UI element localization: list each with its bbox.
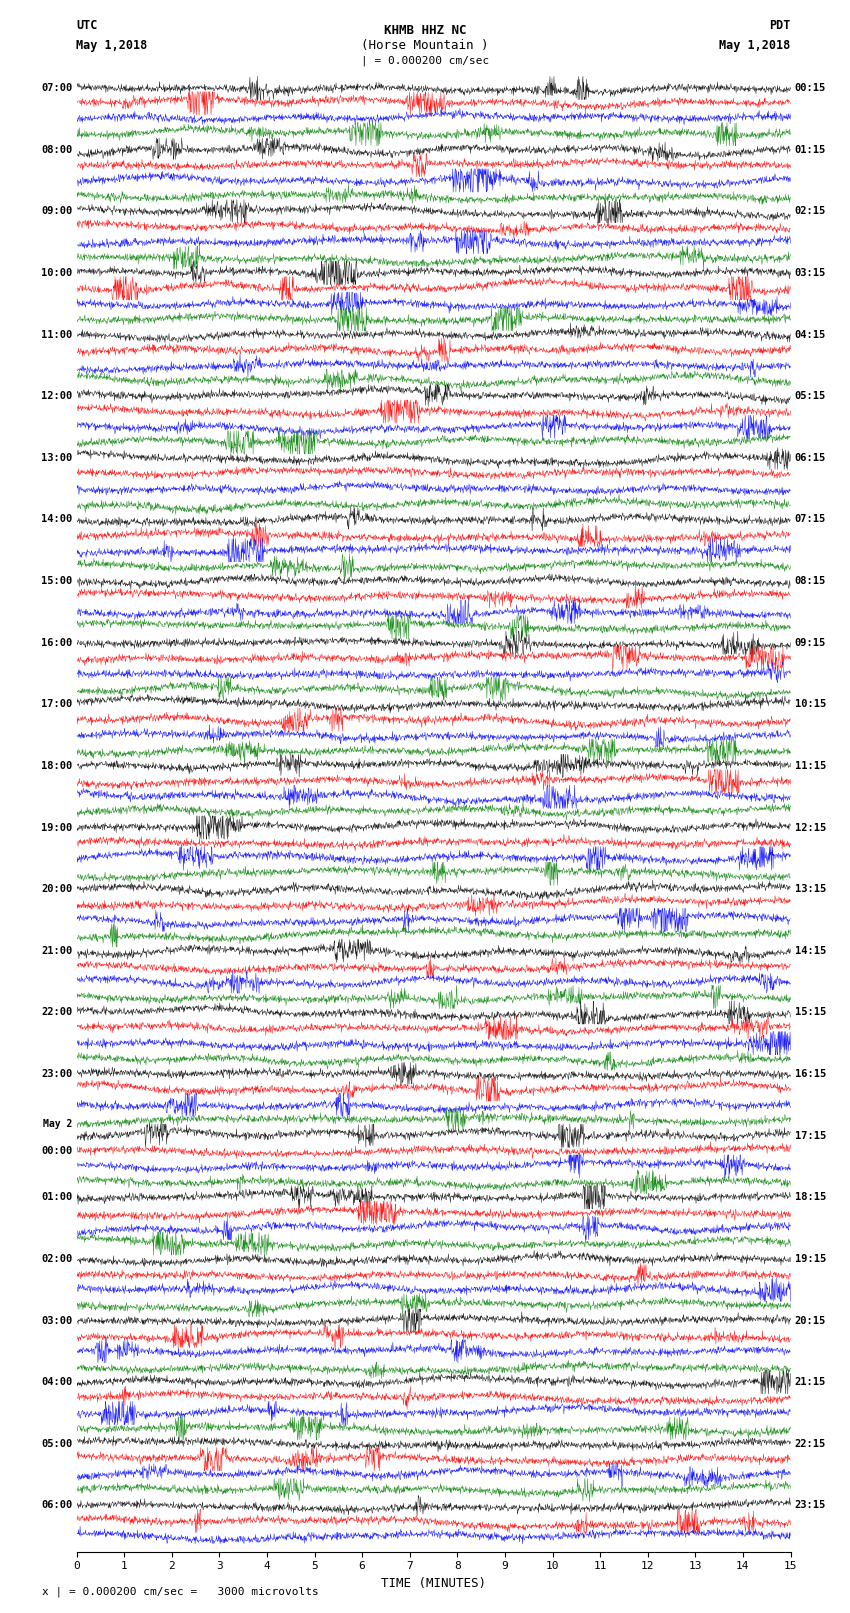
Text: 05:00: 05:00 — [41, 1439, 72, 1448]
Text: 13:15: 13:15 — [795, 884, 826, 894]
Text: (Horse Mountain ): (Horse Mountain ) — [361, 39, 489, 52]
Text: 22:00: 22:00 — [41, 1008, 72, 1018]
Text: 20:00: 20:00 — [41, 884, 72, 894]
Text: 12:00: 12:00 — [41, 390, 72, 402]
X-axis label: TIME (MINUTES): TIME (MINUTES) — [381, 1578, 486, 1590]
Text: May 1,2018: May 1,2018 — [719, 39, 791, 52]
Text: 05:15: 05:15 — [795, 390, 826, 402]
Text: 02:00: 02:00 — [41, 1253, 72, 1265]
Text: PDT: PDT — [769, 19, 790, 32]
Text: 21:15: 21:15 — [795, 1378, 826, 1387]
Text: 01:15: 01:15 — [795, 145, 826, 155]
Text: KHMB HHZ NC: KHMB HHZ NC — [383, 24, 467, 37]
Text: 04:15: 04:15 — [795, 329, 826, 339]
Text: 11:00: 11:00 — [41, 329, 72, 339]
Text: | = 0.000200 cm/sec: | = 0.000200 cm/sec — [361, 55, 489, 66]
Text: 17:00: 17:00 — [41, 700, 72, 710]
Text: 20:15: 20:15 — [795, 1316, 826, 1326]
Text: 17:15: 17:15 — [795, 1131, 826, 1140]
Text: 03:00: 03:00 — [41, 1316, 72, 1326]
Text: May 2: May 2 — [42, 1119, 72, 1129]
Text: May 1,2018: May 1,2018 — [76, 39, 148, 52]
Text: 09:15: 09:15 — [795, 637, 826, 648]
Text: 22:15: 22:15 — [795, 1439, 826, 1448]
Text: 08:00: 08:00 — [41, 145, 72, 155]
Text: 04:00: 04:00 — [41, 1378, 72, 1387]
Text: 11:15: 11:15 — [795, 761, 826, 771]
Text: 14:15: 14:15 — [795, 945, 826, 957]
Text: x | = 0.000200 cm/sec =   3000 microvolts: x | = 0.000200 cm/sec = 3000 microvolts — [42, 1586, 320, 1597]
Text: 16:15: 16:15 — [795, 1069, 826, 1079]
Text: 12:15: 12:15 — [795, 823, 826, 832]
Text: 16:00: 16:00 — [41, 637, 72, 648]
Text: 00:00: 00:00 — [41, 1147, 72, 1157]
Text: 10:15: 10:15 — [795, 700, 826, 710]
Text: 21:00: 21:00 — [41, 945, 72, 957]
Text: 09:00: 09:00 — [41, 206, 72, 216]
Text: 07:00: 07:00 — [41, 82, 72, 94]
Text: 19:15: 19:15 — [795, 1253, 826, 1265]
Text: 02:15: 02:15 — [795, 206, 826, 216]
Text: UTC: UTC — [76, 19, 98, 32]
Text: 23:15: 23:15 — [795, 1500, 826, 1510]
Text: 00:15: 00:15 — [795, 82, 826, 94]
Text: 06:15: 06:15 — [795, 453, 826, 463]
Text: 18:00: 18:00 — [41, 761, 72, 771]
Text: 03:15: 03:15 — [795, 268, 826, 277]
Text: 14:00: 14:00 — [41, 515, 72, 524]
Text: 15:00: 15:00 — [41, 576, 72, 586]
Text: 07:15: 07:15 — [795, 515, 826, 524]
Text: 19:00: 19:00 — [41, 823, 72, 832]
Text: 06:00: 06:00 — [41, 1500, 72, 1510]
Text: 18:15: 18:15 — [795, 1192, 826, 1202]
Text: 08:15: 08:15 — [795, 576, 826, 586]
Text: 15:15: 15:15 — [795, 1008, 826, 1018]
Text: 23:00: 23:00 — [41, 1069, 72, 1079]
Text: 13:00: 13:00 — [41, 453, 72, 463]
Text: 01:00: 01:00 — [41, 1192, 72, 1202]
Text: 10:00: 10:00 — [41, 268, 72, 277]
